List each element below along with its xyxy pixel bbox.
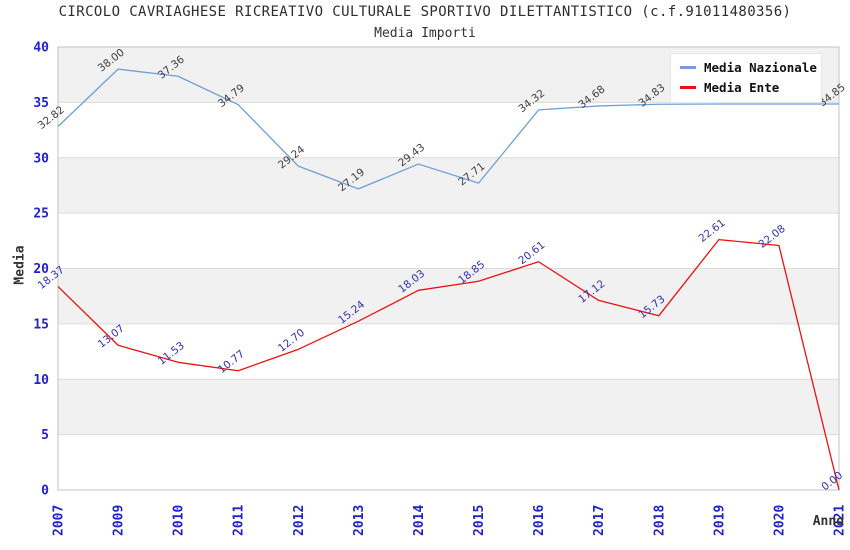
grid-band <box>58 268 839 324</box>
legend-swatch-media-nazionale <box>680 66 696 69</box>
y-tick-label: 0 <box>41 484 49 499</box>
y-tick-label: 5 <box>41 428 49 443</box>
x-tick-label: 2018 <box>652 505 667 536</box>
x-tick-label: 2013 <box>352 505 367 536</box>
chart-subtitle: Media Importi <box>374 26 476 41</box>
legend-item-media-nazionale: Media Nazionale <box>680 60 817 75</box>
x-tick-label: 2017 <box>592 505 607 536</box>
grid-band <box>58 379 839 435</box>
legend-swatch-media-ente <box>680 86 696 89</box>
x-tick-label: 2014 <box>412 505 427 536</box>
x-tick-label: 2010 <box>172 505 187 536</box>
point-label-media-ente: 22.61 <box>697 217 728 245</box>
x-tick-label: 2020 <box>772 505 787 536</box>
legend-item-media-ente: Media Ente <box>680 80 812 95</box>
y-tick-label: 10 <box>33 373 49 388</box>
x-tick-label: 2011 <box>232 505 247 536</box>
grid-band <box>58 157 839 214</box>
y-axis-title: Media <box>12 245 28 285</box>
x-tick-label: 2019 <box>712 505 727 536</box>
y-tick-label: 35 <box>33 96 49 111</box>
x-tick-label: 2015 <box>472 505 487 536</box>
legend: Media Nazionale Media Ente <box>670 53 822 103</box>
point-label-media-ente: 22.08 <box>757 223 788 251</box>
y-tick-label: 25 <box>33 207 49 222</box>
x-tick-label: 2007 <box>52 505 67 536</box>
plot-border <box>57 46 840 491</box>
legend-label-media-nazionale: Media Nazionale <box>704 60 817 75</box>
point-label-media-ente: 20.61 <box>516 239 547 267</box>
x-axis-title: Anno <box>812 514 844 529</box>
x-tick-label: 2021 <box>833 505 848 536</box>
y-tick-label: 15 <box>33 317 49 332</box>
x-tick-label: 2012 <box>292 505 307 536</box>
legend-label-media-ente: Media Ente <box>704 80 780 95</box>
series-line-media-ente <box>57 238 840 491</box>
point-label-media-ente: 12.70 <box>276 327 307 355</box>
point-label-media-ente: 10.77 <box>216 348 247 376</box>
chart-title: CIRCOLO CAVRIAGHESE RICREATIVO CULTURALE… <box>58 4 792 20</box>
series-line-media-nazionale <box>57 68 839 190</box>
x-tick-label: 2016 <box>532 505 547 536</box>
y-tick-label: 20 <box>33 262 49 277</box>
x-tick-label: 2009 <box>112 505 127 536</box>
y-tick-label: 40 <box>33 41 49 56</box>
y-tick-label: 30 <box>33 151 49 166</box>
